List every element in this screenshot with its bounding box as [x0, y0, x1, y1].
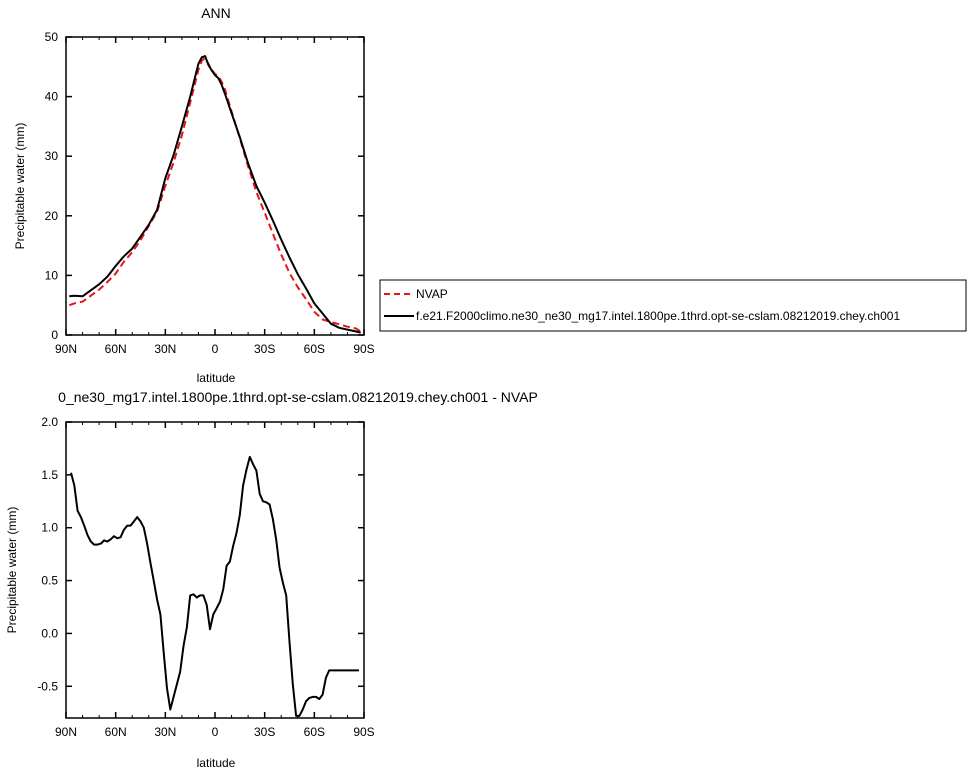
x-tick-label: 60N: [105, 725, 127, 739]
x-tick-label: 90N: [55, 725, 77, 739]
x-tick-label: 30S: [254, 725, 275, 739]
y-tick-label: 20: [45, 209, 59, 223]
x-tick-label: 60S: [304, 342, 325, 356]
x-tick-label: 30N: [154, 725, 176, 739]
chart-title: ANN: [201, 5, 231, 21]
y-tick-label: -0.5: [37, 679, 58, 693]
x-tick-label: 90S: [353, 342, 374, 356]
x-axis-label: latitude: [197, 756, 236, 770]
y-tick-label: 40: [45, 90, 59, 104]
bottom-panel: 0_ne30_mg17.intel.1800pe.1thrd.opt-se-cs…: [5, 389, 538, 770]
plot-area: 90N 60N 30N 0 30S 60S 90S -0.5 0.0 0.5 1.0 1.5 2.0: [37, 415, 374, 739]
x-tick-label: 60S: [304, 725, 325, 739]
series-line-0: [70, 455, 359, 717]
x-tick-label: 60N: [105, 342, 127, 356]
x-tick-label: 30S: [254, 342, 275, 356]
y-tick-label: 1.0: [41, 521, 58, 535]
plot-frame: [65, 421, 365, 719]
y-axis-label: Precipitable water (mm): [13, 123, 27, 250]
legend: NVAP f.e21.F2000climo.ne30_ne30_mg17.int…: [379, 279, 967, 332]
x-tick-label: 90S: [353, 725, 374, 739]
plot-frame: [65, 36, 365, 336]
x-tick-label: 0: [212, 342, 219, 356]
x-tick-label: 0: [212, 725, 219, 739]
legend-box: [379, 279, 967, 332]
plot-area: 90N 60N 30N 0 30S 60S 90S 0 10 20 30 40 50: [45, 30, 375, 356]
legend-label-nvap: NVAP: [416, 287, 448, 301]
y-tick-label: 2.0: [41, 415, 58, 429]
x-tick-label: 90N: [55, 342, 77, 356]
top-panel: ANN 90N 60N 30N 0 30S 60S 90S 0 10 20 30 40 50 latit…: [13, 5, 967, 385]
y-tick-label: 10: [45, 268, 59, 282]
y-tick-label: 50: [45, 30, 59, 44]
series-line-0: [68, 56, 362, 333]
y-axis-label: Precipitable water (mm): [5, 507, 19, 634]
y-tick-label: 1.5: [41, 468, 58, 482]
x-tick-label: 30N: [154, 342, 176, 356]
y-tick-label: 0.0: [41, 626, 58, 640]
y-tick-label: 30: [45, 149, 59, 163]
y-tick-label: 0: [51, 328, 58, 342]
legend-label-model: f.e21.F2000climo.ne30_ne30_mg17.intel.18…: [416, 309, 900, 323]
x-axis-label: latitude: [197, 371, 236, 385]
series-line-1: [69, 55, 361, 334]
chart-title: 0_ne30_mg17.intel.1800pe.1thrd.opt-se-cs…: [58, 389, 538, 405]
y-tick-label: 0.5: [41, 574, 58, 588]
